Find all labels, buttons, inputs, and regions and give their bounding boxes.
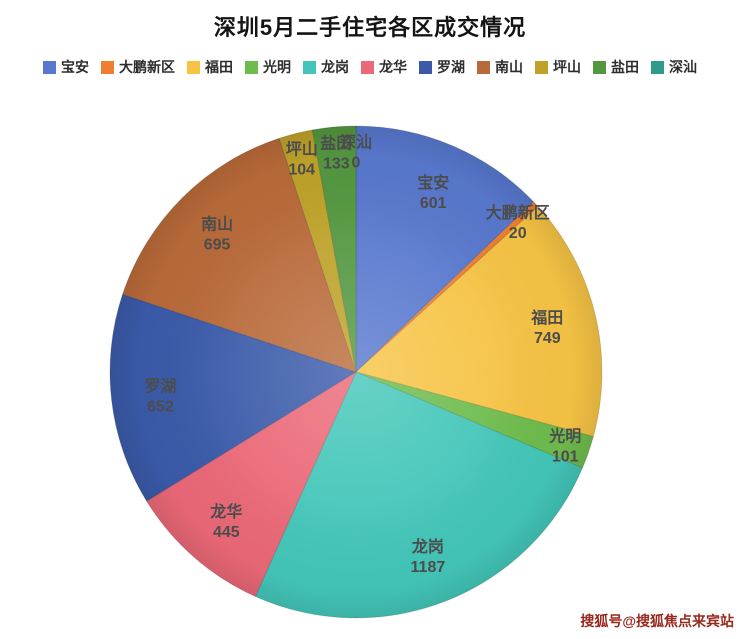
pie-label-0: 宝安 601 [417,173,449,212]
legend-swatch [187,60,200,74]
legend-label: 龙华 [379,59,407,75]
legend-item-4[interactable]: 龙岗 [303,57,349,77]
legend-item-3[interactable]: 光明 [245,57,291,77]
legend-item-1[interactable]: 大鹏新区 [101,57,175,77]
legend-item-0[interactable]: 宝安 [43,57,89,77]
legend-swatch [593,60,606,74]
pie-label-9: 盐田 133 [320,134,352,173]
pie-label-4: 龙岗 1187 [411,537,446,576]
pie-label-3: 光明 101 [548,427,581,466]
pie-label-6: 罗湖 652 [144,378,176,416]
legend-label: 光明 [263,59,291,75]
legend-swatch [101,60,114,74]
legend-swatch [419,60,432,74]
legend-item-2[interactable]: 福田 [187,57,233,77]
pie-label-8: 坪山 104 [286,140,318,178]
legend-swatch [477,60,490,74]
legend-label: 南山 [495,59,523,75]
legend-label: 龙岗 [321,59,349,75]
pie-label-2: 福田 749 [530,308,563,347]
watermark: 搜狐号@搜狐焦点来宾站 [580,613,734,629]
pie-label-10: 深汕 0 [340,133,372,172]
legend-swatch [303,60,316,74]
legend-label: 罗湖 [437,59,465,75]
legend-item-9[interactable]: 盐田 [593,57,639,77]
pie-label-7: 南山 695 [201,215,233,254]
legend-label: 福田 [205,59,233,75]
legend-swatch [651,60,664,74]
legend-label: 深汕 [669,59,697,75]
pie-label-5: 龙华 445 [209,502,242,541]
legend-swatch [361,60,374,74]
legend-label: 宝安 [61,59,89,75]
legend-swatch [43,60,56,74]
legend: 宝安 大鹏新区 福田 光明 龙岗 龙华 罗湖 南山 坪山 盐田 深汕 [0,57,740,77]
legend-item-7[interactable]: 南山 [477,57,523,77]
legend-item-10[interactable]: 深汕 [651,57,697,77]
legend-item-5[interactable]: 龙华 [361,57,407,77]
legend-swatch [245,60,258,74]
legend-label: 盐田 [611,59,639,75]
legend-item-6[interactable]: 罗湖 [419,57,465,77]
chart-title: 深圳5月二手住宅各区成交情况 [213,15,527,40]
legend-swatch [535,60,548,74]
legend-label: 坪山 [553,59,581,75]
pie-label-1: 大鹏新区 20 [486,203,550,242]
legend-item-8[interactable]: 坪山 [535,57,581,77]
legend-label: 大鹏新区 [119,59,175,75]
